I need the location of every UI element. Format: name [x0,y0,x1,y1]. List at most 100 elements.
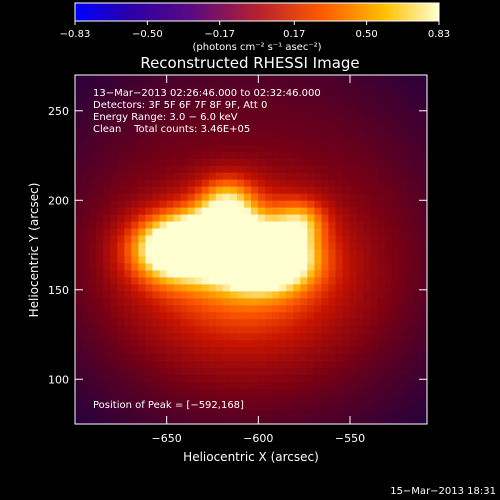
heatmap-cell [265,193,273,202]
heatmap-cell [243,298,252,306]
heatmap-cell [405,249,414,258]
heatmap-cell [201,305,210,313]
heatmap-cell [293,88,301,97]
heatmap-cell [328,235,337,244]
heatmap-cell [419,221,428,230]
heatmap-cell [321,389,330,397]
heatmap-cell [412,144,421,153]
heatmap-cell [391,116,400,125]
heatmap-cell [279,75,287,83]
heatmap-cell [321,410,330,418]
heatmap-cell [96,305,104,313]
heatmap-cell [166,389,175,397]
heatmap-cell [398,312,407,320]
heatmap-cell [145,277,154,285]
heatmap-cell [349,270,358,279]
heatmap-cell [419,102,428,111]
heatmap-cell [258,347,266,355]
heatmap-cell [166,319,175,327]
heatmap-cell [75,291,83,299]
heatmap-cell [208,368,217,376]
heatmap-cell [180,151,189,160]
heatmap-cell [419,333,428,341]
heatmap-cell [391,242,400,251]
heatmap-cell [251,137,259,146]
heatmap-cell [82,333,90,341]
heatmap-cell [265,179,273,188]
heatmap-cell [89,207,97,216]
heatmap-cell [103,221,111,230]
heatmap-cell [82,382,90,390]
heatmap-cell [377,172,386,181]
heatmap-cell [265,137,273,146]
heatmap-cell [166,256,175,265]
heatmap-cell [251,179,259,188]
heatmap-cell [349,193,358,202]
heatmap-cell [384,102,393,111]
chart-title: Reconstructed RHESSI Image [140,54,359,72]
heatmap-cell [159,340,168,348]
heatmap-cell [229,403,238,411]
heatmap-cell [300,207,308,216]
heatmap-cell [279,144,287,153]
heatmap-cell [258,235,266,244]
heatmap-cell [398,109,407,118]
heatmap-cell [194,333,203,341]
heatmap-cell [96,179,104,188]
heatmap-cell [391,396,400,404]
heatmap-cell [293,291,301,299]
heatmap-cell [215,396,224,404]
heatmap-cell [286,326,294,334]
heatmap-cell [321,123,330,132]
heatmap-cell [251,326,259,334]
heatmap-cell [335,249,344,258]
heatmap-cell [229,109,238,118]
heatmap-cell [138,179,146,188]
heatmap-cell [159,144,168,153]
heatmap-cell [159,249,168,258]
heatmap-cell [89,214,97,223]
heatmap-cell [272,228,280,237]
heatmap-cell [187,312,196,320]
heatmap-cell [293,375,301,383]
heatmap-cell [405,410,414,418]
heatmap-cell [194,277,203,285]
heatmap-cell [117,88,125,97]
heatmap-cell [222,305,231,313]
heatmap-cell [307,333,315,341]
heatmap-cell [180,270,189,279]
heatmap-cell [307,158,315,167]
heatmap-cell [138,270,146,279]
heatmap-cell [229,165,238,174]
heatmap-cell [370,81,379,90]
heatmap-cell [173,81,182,90]
heatmap-cell [272,130,280,139]
heatmap-cell [300,172,308,181]
heatmap-cell [370,158,379,167]
heatmap-cell [335,382,344,390]
heatmap-cell [342,417,351,425]
heatmap-cell [412,312,421,320]
heatmap-cell [405,347,414,355]
heatmap-cell [75,172,83,181]
heatmap-cell [251,81,259,90]
heatmap-cell [159,172,168,181]
heatmap-cell [356,200,365,209]
heatmap-cell [187,123,196,132]
heatmap-cell [370,389,379,397]
heatmap-cell [384,193,393,202]
heatmap-cell [356,207,365,216]
heatmap-cell [201,382,210,390]
heatmap-cell [335,326,344,334]
heatmap-cell [307,95,315,104]
heatmap-cell [293,200,301,209]
heatmap-cell [201,347,210,355]
heatmap-cell [208,417,217,425]
heatmap-cell [89,263,97,272]
heatmap-cell [187,403,196,411]
heatmap-cell [335,333,344,341]
heatmap-cell [236,298,245,306]
heatmap-cell [180,179,189,188]
heatmap-cell [272,277,280,285]
heatmap-cell [124,123,132,132]
